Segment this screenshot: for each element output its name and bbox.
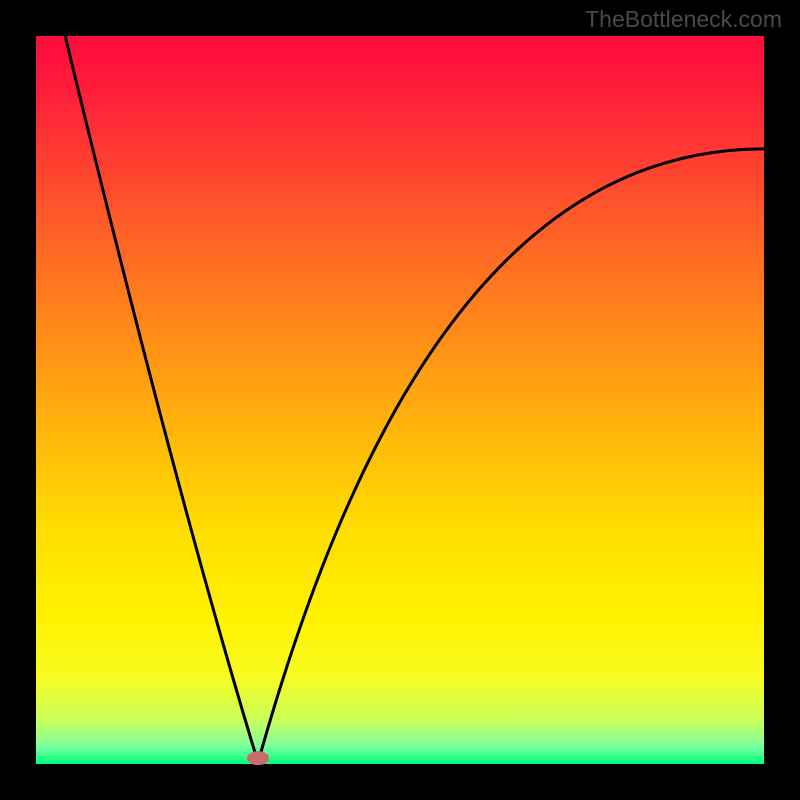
minimum-marker — [247, 751, 269, 765]
chart-container: TheBottleneck.com — [0, 0, 800, 800]
chart-svg — [0, 0, 800, 800]
watermark-text: TheBottleneck.com — [585, 6, 782, 33]
